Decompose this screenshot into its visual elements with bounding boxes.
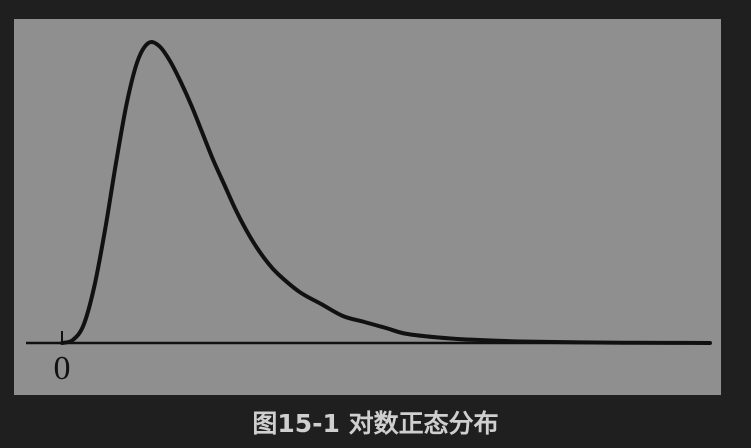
lognormal-curve-0 [60,39,712,345]
plot-area: 0 [14,19,721,395]
x-tick-label-0: 0 [54,350,71,387]
lognormal-chart: 0 [26,39,712,387]
figure-caption: 图15-1 对数正态分布 [252,409,499,438]
